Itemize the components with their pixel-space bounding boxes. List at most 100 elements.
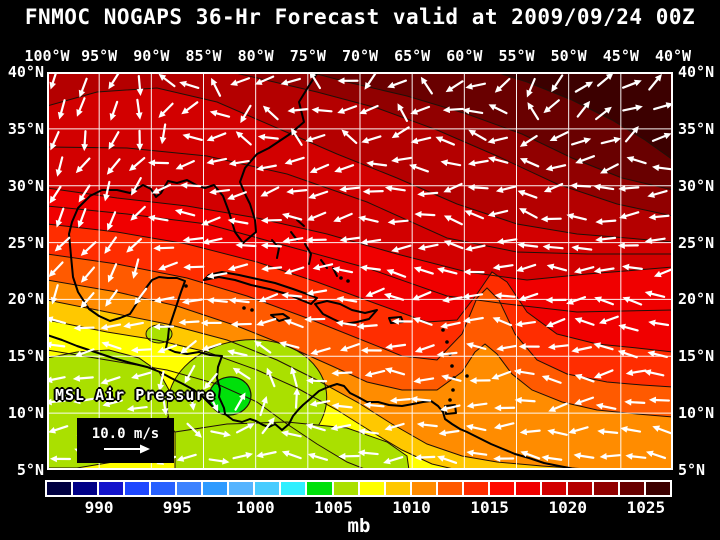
wind-arrow-icon — [100, 376, 121, 385]
wind-arrow-icon — [123, 321, 144, 329]
coastlines — [47, 72, 593, 470]
colorbar-cell — [151, 482, 176, 495]
wind-arrow-icon — [595, 235, 617, 243]
wind-arrow-icon — [493, 422, 515, 430]
wind-arrow-icon — [595, 218, 617, 225]
wind-arrow-icon — [647, 189, 668, 198]
colorbar-tick-label: 1015 — [470, 498, 509, 517]
wind-arrow-icon — [257, 133, 279, 141]
wind-arrow-icon — [136, 129, 144, 151]
wind-arrow-icon — [254, 340, 272, 354]
wind-arrow-icon — [622, 79, 642, 89]
wind-arrow-icon — [105, 289, 118, 307]
colorbar-cell — [359, 482, 384, 495]
wind-arrow-icon — [518, 343, 540, 350]
wind-arrow-icon — [310, 347, 331, 356]
wind-arrow-icon — [600, 163, 619, 174]
wind-arrow-icon — [81, 130, 89, 152]
wind-arrow-icon — [254, 75, 275, 85]
wind-arrow-icon — [261, 417, 275, 435]
wind-arrow-icon — [463, 268, 485, 276]
wind-arrow-icon — [175, 160, 195, 170]
wind-arrow-icon — [232, 451, 254, 460]
wind-arrow-icon — [281, 450, 302, 460]
wind-arrow-icon — [131, 258, 140, 279]
wind-arrow-icon — [651, 132, 672, 142]
wind-arrow-icon — [157, 344, 178, 354]
lon-label: 75°W — [289, 47, 326, 65]
wind-arrow-icon — [441, 374, 462, 382]
wind-arrow-icon — [410, 136, 432, 145]
wind-arrow-icon — [625, 452, 647, 460]
wind-arrow-icon — [109, 100, 119, 121]
wind-arrow-icon — [357, 449, 379, 457]
wind-arrow-icon — [648, 396, 670, 404]
wind-arrow-icon — [362, 188, 384, 195]
wind-arrow-icon — [281, 212, 303, 221]
wind-arrow-icon — [183, 263, 205, 271]
wind-arrow-icon — [108, 72, 121, 90]
wind-arrow-icon — [598, 315, 619, 325]
wind-arrow-icon — [260, 242, 282, 250]
wind-arrow-icon — [413, 266, 434, 275]
wind-arrow-icon — [331, 369, 353, 377]
lat-label: 15°N — [7, 347, 44, 366]
wind-arrow-icon — [467, 159, 489, 167]
wind-arrow-icon — [153, 244, 175, 252]
wind-arrow-icon — [80, 266, 96, 283]
wind-arrow-icon — [256, 451, 277, 459]
colorbar-cell — [99, 482, 124, 495]
wind-arrow-icon — [513, 368, 535, 376]
wind-arrow-icon — [178, 318, 200, 326]
wind-arrow-icon — [383, 292, 405, 301]
wind-arrow-icon — [80, 292, 95, 309]
wind-arrow-icon — [574, 81, 594, 93]
lat-label: 10°N — [7, 404, 44, 423]
lat-label: 25°N — [678, 233, 715, 252]
wind-arrow-icon — [136, 74, 144, 96]
wind-arrow-icon — [622, 296, 643, 306]
wind-arrow-icon — [573, 452, 595, 460]
colorbar-cell — [203, 482, 228, 495]
wind-arrow-icon — [158, 73, 176, 88]
wind-arrow-icon — [391, 317, 413, 325]
wind-arrow-icon — [397, 103, 409, 122]
colorbar-unit: mb — [347, 515, 371, 537]
wind-arrow-icon — [134, 287, 148, 305]
wind-arrow-icon — [261, 265, 283, 272]
wind-arrow-icon — [206, 132, 227, 142]
lat-label: 40°N — [678, 63, 715, 81]
wind-arrow-icon — [391, 244, 412, 253]
wind-arrow-icon — [50, 130, 60, 151]
wind-arrow-icon — [519, 208, 538, 219]
wind-arrow-icon — [519, 157, 540, 168]
colorbar-cell — [229, 482, 254, 495]
wind-arrow-icon — [599, 452, 621, 460]
wind-arrow-icon — [358, 428, 379, 435]
wind-arrow-icon — [416, 421, 438, 429]
wind-arrows — [47, 72, 673, 465]
wind-arrow-icon — [108, 131, 120, 150]
wind-arrow-icon — [179, 80, 200, 90]
wind-arrow-icon — [176, 453, 197, 462]
wind-arrow-icon — [359, 104, 379, 115]
wind-arrow-icon — [516, 263, 537, 273]
wind-arrow-icon — [174, 208, 196, 217]
wind-arrow-icon — [384, 367, 406, 376]
wind-arrow-icon — [266, 367, 276, 388]
wind-arrow-icon — [462, 292, 484, 300]
wind-arrow-icon — [153, 296, 175, 304]
wind-arrow-icon — [644, 237, 666, 244]
colorbar-cell — [73, 482, 98, 495]
wind-arrow-icon — [340, 343, 360, 352]
wind-arrow-icon — [593, 267, 615, 274]
wind-arrow-icon — [643, 369, 665, 377]
wind-arrow-icon — [126, 237, 143, 253]
wind-arrow-icon — [519, 428, 541, 436]
wind-arrow-icon — [54, 236, 71, 252]
wind-arrow-icon — [597, 428, 619, 435]
wind-arrow-icon — [331, 402, 353, 410]
wind-arrow-icon — [409, 163, 429, 173]
wind-arrow-icon — [463, 316, 484, 324]
wind-arrow-icon — [644, 290, 666, 298]
